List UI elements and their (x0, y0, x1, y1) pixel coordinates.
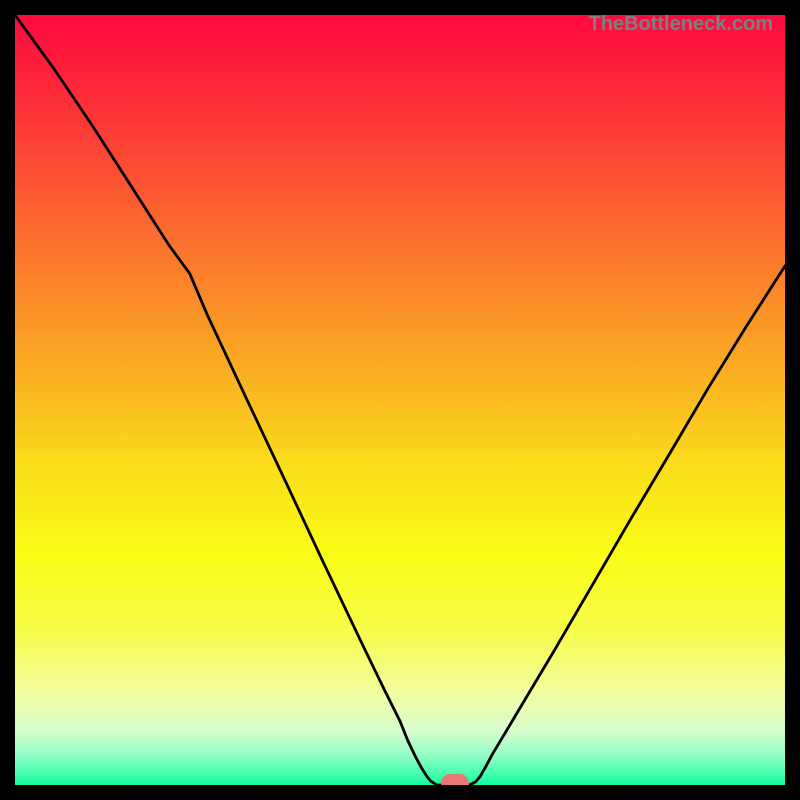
bottleneck-curve (15, 15, 785, 785)
plot-area: TheBottleneck.com (15, 15, 785, 785)
optimal-marker (441, 774, 469, 785)
chart-frame: TheBottleneck.com (0, 0, 800, 800)
watermark-text: TheBottleneck.com (589, 15, 773, 36)
